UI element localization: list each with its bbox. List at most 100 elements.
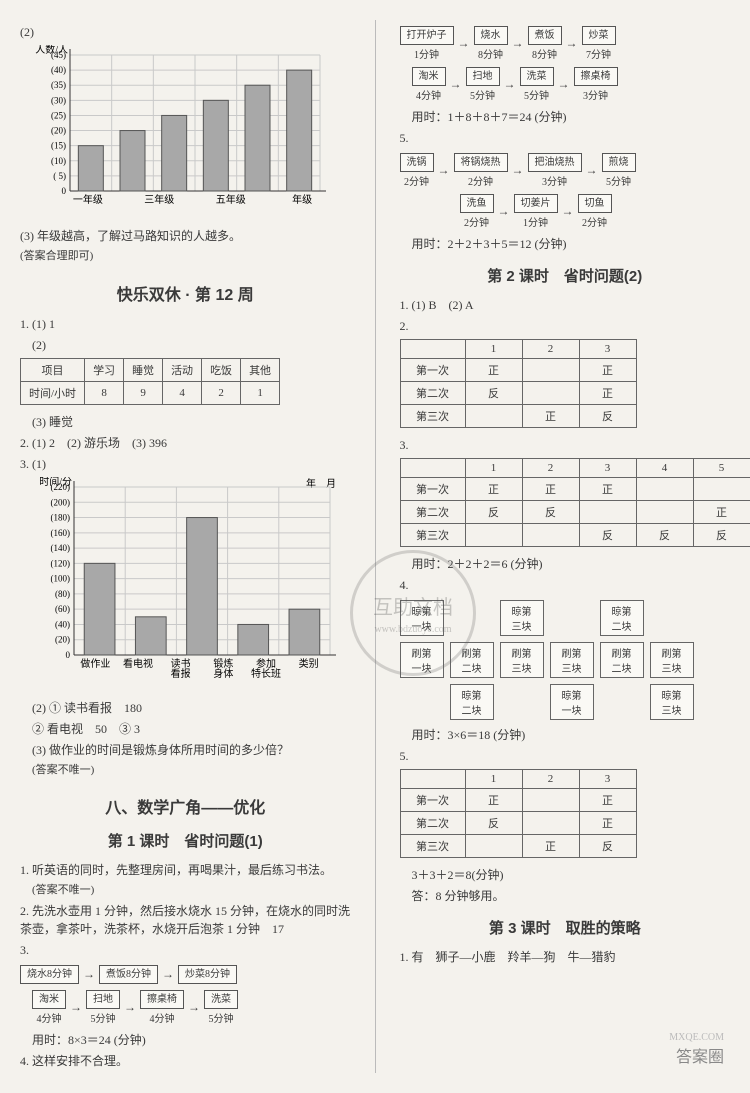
block-cell: 刷第 二块 xyxy=(450,642,494,678)
right-column: 打开炉子1分钟→烧水8分钟→煮饭8分钟→炒菜7分钟 淘米4分钟→扫地5分钟→洗菜… xyxy=(400,20,731,1073)
block-cell: 刷第 三块 xyxy=(650,642,694,678)
page-columns: (2) 人数/人(45)(40)(35)(30)(25)(20)(15)(10)… xyxy=(20,20,730,1073)
left-column: (2) 人数/人(45)(40)(35)(30)(25)(20)(15)(10)… xyxy=(20,20,351,1073)
flow-box: 擦桌椅 xyxy=(140,990,184,1009)
block-cell: 晾第 二块 xyxy=(450,684,494,720)
svg-text:特长班: 特长班 xyxy=(251,668,281,680)
flow-box: 洗菜 xyxy=(520,67,554,86)
flow-box: 把油烧热 xyxy=(528,153,582,172)
w3-2b: ② 看电视 50 ③ 3 xyxy=(32,720,351,738)
flow-box: 扫地 xyxy=(466,67,500,86)
table3: 123456第一次正正正第二次反反正正第三次反反反反 xyxy=(400,458,750,547)
column-divider xyxy=(375,20,376,1073)
l2-1: 1. (1) B (2) A xyxy=(400,296,731,314)
l1-1note: (答案不唯一) xyxy=(32,882,351,899)
flow-box: 烧水8分钟 xyxy=(20,965,79,984)
svg-text:年级: 年级 xyxy=(292,193,312,206)
flow-box: 煮饭 xyxy=(528,26,562,45)
l1-1: 1. 听英语的同时，先整理房间，再喝果汁，最后练习书法。 xyxy=(20,861,351,879)
svg-text:(20): (20) xyxy=(51,126,66,136)
flow-box: 煮饭8分钟 xyxy=(99,965,158,984)
l1-3-label: 3. xyxy=(20,941,351,959)
w3-3: (3) 做作业的时间是锻炼身体所用时间的多少倍？ xyxy=(32,741,351,759)
w3: 3. (1) xyxy=(20,455,351,473)
flow-box: 切姜片 xyxy=(514,194,558,213)
chart1: 人数/人(45)(40)(35)(30)(25)(20)(15)(10)( 5)… xyxy=(30,45,351,219)
svg-text:(35): (35) xyxy=(51,80,66,90)
w1-2: (2) xyxy=(32,336,351,354)
l1-4: 4. 这样安排不合理。 xyxy=(20,1052,351,1070)
table5-answer: 答：8 分钟够用。 xyxy=(412,887,731,905)
svg-text:(40): (40) xyxy=(55,619,70,629)
flow3-row1: 烧水8分钟→煮饭8分钟→炒菜8分钟 xyxy=(20,965,351,984)
l2-4-label: 4. xyxy=(400,576,731,594)
svg-text:一年级: 一年级 xyxy=(73,193,103,206)
svg-text:年 月: 年 月 xyxy=(306,477,336,490)
q3-text: (3) 年级越高，了解过马路知识的人越多。 xyxy=(20,227,351,245)
svg-text:三年级: 三年级 xyxy=(144,193,174,206)
svg-text:看电视: 看电视 xyxy=(123,657,153,670)
flow-box: 淘米 xyxy=(412,67,446,86)
svg-text:(45): (45) xyxy=(51,50,66,60)
table1: 项目学习睡觉活动吃饭其他 时间/小时89421 xyxy=(20,358,280,405)
q5-label: 5. xyxy=(400,129,731,147)
block-cell: 晾第 一块 xyxy=(550,684,594,720)
block-cell: 刷第 三块 xyxy=(500,642,544,678)
block-cell: 晾第 二块 xyxy=(600,600,644,636)
l1-2: 2. 先洗水壶用 1 分钟，然后接水烧水 15 分钟，在烧水的同时洗茶壶，拿茶叶… xyxy=(20,902,351,938)
blocks-row3: —晾第 二块—晾第 一块—晾第 三块 xyxy=(400,684,731,720)
chart1-svg: 人数/人(45)(40)(35)(30)(25)(20)(15)(10)( 5)… xyxy=(30,45,330,215)
svg-text:类别: 类别 xyxy=(299,657,319,670)
faded-corner: MXQE.COM xyxy=(669,1032,724,1043)
lesson2-title: 第 2 课时 省时问题(2) xyxy=(400,265,731,286)
flow5-result: 用时：2＋2＋3＋5＝12 (分钟) xyxy=(412,235,731,253)
svg-text:(15): (15) xyxy=(51,141,66,151)
flow-box: 煎烧 xyxy=(602,153,636,172)
blocks-row2: 刷第 一块刷第 二块刷第 三块刷第 三块刷第 二块刷第 三块 xyxy=(400,642,731,678)
table3-result: 用时：2＋2＋2＝6 (分钟) xyxy=(412,555,731,573)
flowtop-row1: 打开炉子1分钟→烧水8分钟→煮饭8分钟→炒菜7分钟 xyxy=(400,26,731,61)
svg-text:(220): (220) xyxy=(51,482,71,492)
q2-label: (2) xyxy=(20,23,351,41)
flow3-row2: 淘米4分钟→扫地5分钟→擦桌椅4分钟→洗菜5分钟 xyxy=(32,990,351,1025)
flow-box: 淘米 xyxy=(32,990,66,1009)
section-week-title: 快乐双休 · 第 12 周 xyxy=(20,281,351,305)
svg-text:(160): (160) xyxy=(51,527,71,537)
l2-5: 5. xyxy=(400,747,731,765)
block-cell: 晾第 三块 xyxy=(650,684,694,720)
svg-text:0: 0 xyxy=(66,650,71,660)
flow-box: 将锅烧热 xyxy=(454,153,508,172)
svg-text:(40): (40) xyxy=(51,65,66,75)
block-cell: 刷第 二块 xyxy=(600,642,644,678)
block-cell: 晾第 一块 xyxy=(400,600,444,636)
flowtop-result: 用时：1＋8＋8＋7＝24 (分钟) xyxy=(412,108,731,126)
block-cell: 刷第 三块 xyxy=(550,642,594,678)
flow3-result: 用时：8×3＝24 (分钟) xyxy=(32,1031,351,1049)
svg-text:身体: 身体 xyxy=(213,667,233,680)
svg-text:(100): (100) xyxy=(51,573,71,583)
w2: 2. (1) 2 (2) 游乐场 (3) 396 xyxy=(20,434,351,452)
flow5-row1: 洗锅2分钟→将锅烧热2分钟→把油烧热3分钟→煎烧5分钟 xyxy=(400,153,731,188)
l2-2: 2. xyxy=(400,317,731,335)
section8-title: 八、数学广角——优化 xyxy=(20,794,351,818)
svg-text:(120): (120) xyxy=(51,558,71,568)
flow5-row2: 洗鱼2分钟→切姜片1分钟→切鱼2分钟 xyxy=(460,194,731,229)
svg-text:(10): (10) xyxy=(51,156,66,166)
l2-3: 3. xyxy=(400,436,731,454)
flow-box: 洗锅 xyxy=(400,153,434,172)
svg-text:(140): (140) xyxy=(51,543,71,553)
flow-box: 炒菜 xyxy=(582,26,616,45)
table5-calc: 3＋3＋2＝8(分钟) xyxy=(412,866,731,884)
blocks-row1: 晾第 一块—晾第 三块—晾第 二块 xyxy=(400,600,731,636)
flow-box: 擦桌椅 xyxy=(574,67,618,86)
svg-text:看报: 看报 xyxy=(171,667,191,680)
flow-box: 烧水 xyxy=(474,26,508,45)
svg-text:(180): (180) xyxy=(51,512,71,522)
svg-text:(30): (30) xyxy=(51,95,66,105)
flow-box: 炒菜8分钟 xyxy=(178,965,237,984)
block-cell: 刷第 一块 xyxy=(400,642,444,678)
w3-note: (答案不唯一) xyxy=(32,762,351,779)
corner-brand: 答案圈 xyxy=(676,1043,724,1067)
svg-text:(25): (25) xyxy=(51,110,66,120)
l3-1: 1. 有 狮子—小鹿 羚羊—狗 牛—猎豹 xyxy=(400,948,731,966)
